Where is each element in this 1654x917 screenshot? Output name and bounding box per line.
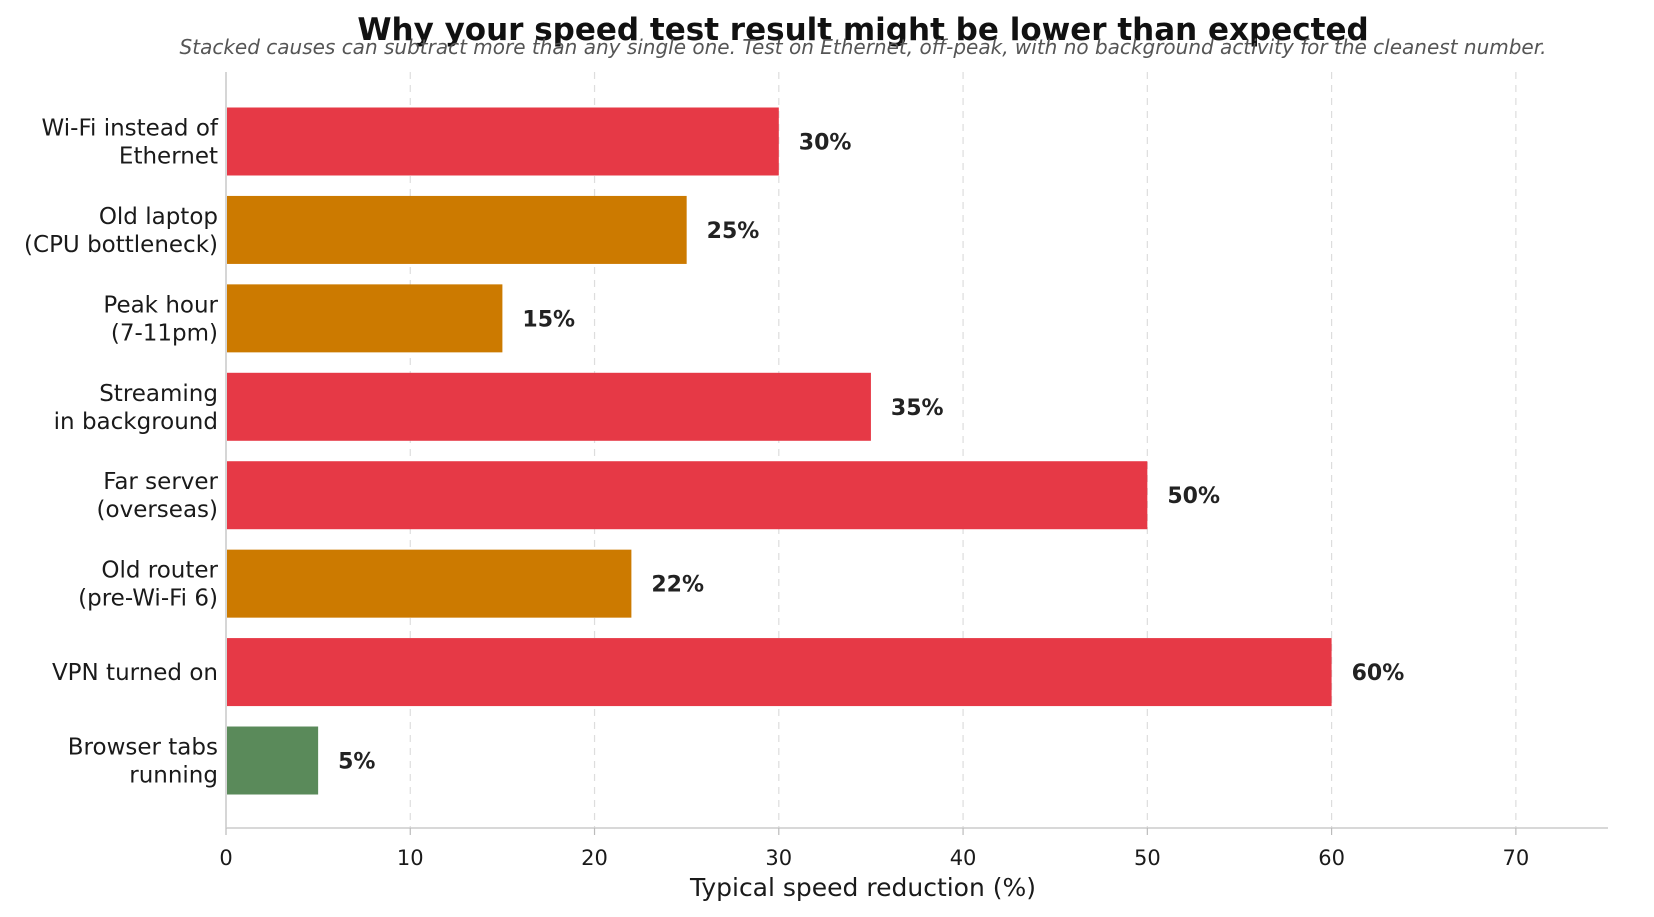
category-label-line: Ethernet bbox=[119, 144, 218, 170]
category-label-line: Far server bbox=[103, 469, 218, 495]
category-label-line: Old laptop bbox=[99, 204, 218, 230]
category-label-line: (pre-Wi-Fi 6) bbox=[78, 586, 218, 612]
x-tick-label: 50 bbox=[1134, 846, 1161, 870]
value-labels: 30% 25% 15% 35% 50% 22% 60% 5% bbox=[338, 131, 1404, 775]
category-label-4: Far server(overseas) bbox=[97, 469, 219, 523]
value-label-4: 50% bbox=[1167, 484, 1220, 509]
chart-subtitle: Stacked causes can subtract more than an… bbox=[180, 35, 1547, 59]
chart-title: Why your speed test result might be lowe… bbox=[357, 12, 1368, 48]
bar-5 bbox=[227, 549, 632, 618]
category-label-line: Browser tabs bbox=[68, 735, 218, 761]
grid-lines bbox=[409, 72, 1517, 828]
category-label-line: Peak hour bbox=[103, 292, 218, 318]
bars bbox=[227, 107, 1332, 795]
category-label-line: VPN turned on bbox=[52, 660, 218, 686]
value-label-1: 25% bbox=[707, 219, 760, 244]
category-label-line: (overseas) bbox=[97, 497, 218, 523]
value-label-7: 5% bbox=[338, 750, 375, 775]
category-label-line: Wi-Fi instead of bbox=[42, 116, 219, 142]
x-tick-label: 30 bbox=[765, 846, 792, 870]
category-label-1: Old laptop(CPU bottleneck) bbox=[24, 204, 218, 258]
value-label-5: 22% bbox=[651, 573, 704, 598]
bar-0 bbox=[227, 107, 779, 176]
category-label-line: (7-11pm) bbox=[111, 320, 218, 346]
bar-6 bbox=[227, 638, 1332, 707]
x-axis-ticks: 0 10 20 30 40 50 60 70 bbox=[219, 828, 1529, 870]
category-label-5: Old router(pre-Wi-Fi 6) bbox=[78, 558, 218, 612]
x-tick-label: 0 bbox=[219, 846, 232, 870]
category-label-6: VPN turned on bbox=[52, 660, 218, 686]
x-tick-label: 10 bbox=[397, 846, 424, 870]
x-axis-title: Typical speed reduction (%) bbox=[689, 873, 1036, 902]
bar-4 bbox=[227, 461, 1148, 530]
bar-2 bbox=[227, 284, 503, 353]
value-label-2: 15% bbox=[522, 307, 575, 332]
category-label-2: Peak hour(7-11pm) bbox=[103, 292, 218, 346]
x-tick-label: 60 bbox=[1318, 846, 1345, 870]
x-axis bbox=[225, 72, 1608, 829]
bar-1 bbox=[227, 195, 687, 264]
value-label-6: 60% bbox=[1352, 661, 1405, 686]
category-label-line: (CPU bottleneck) bbox=[24, 232, 218, 258]
value-label-0: 30% bbox=[799, 131, 852, 156]
category-label-line: in background bbox=[54, 409, 218, 435]
bar-7 bbox=[227, 726, 319, 795]
bar-3 bbox=[227, 372, 871, 441]
category-label-line: Old router bbox=[101, 558, 218, 584]
value-label-3: 35% bbox=[891, 396, 944, 421]
category-label-line: Streaming bbox=[99, 381, 218, 407]
category-label-line: running bbox=[129, 763, 218, 789]
x-tick-label: 70 bbox=[1502, 846, 1529, 870]
x-tick-label: 40 bbox=[950, 846, 977, 870]
x-tick-label: 20 bbox=[581, 846, 608, 870]
